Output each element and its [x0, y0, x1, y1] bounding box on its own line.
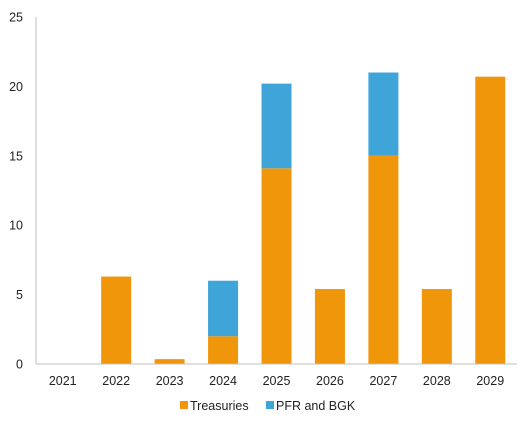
x-tick-label: 2022: [102, 374, 130, 388]
y-tick-label: 15: [9, 149, 23, 163]
x-tick-label: 2028: [423, 374, 451, 388]
x-tick-label: 2029: [476, 374, 504, 388]
bar-treasuries-2027: [368, 155, 399, 364]
bar-pfr-and-bgk-2027: [368, 72, 399, 156]
x-tick-label: 2026: [316, 374, 344, 388]
y-tick-label: 25: [9, 11, 23, 25]
bar-pfr-and-bgk-2025: [261, 83, 292, 169]
x-tick-label: 2025: [263, 374, 291, 388]
bar-treasuries-2022: [101, 276, 132, 364]
legend-swatch: [180, 401, 188, 409]
y-tick-label: 0: [16, 358, 23, 372]
x-tick-label: 2024: [209, 374, 237, 388]
x-axis: 2021 2022 2023 2024 2025 2026 2027 2028 2029: [36, 363, 517, 388]
y-axis: 0 5 10 15 20 25: [9, 11, 37, 372]
legend-swatch: [266, 401, 274, 409]
legend: Treasuries PFR and BGK: [180, 399, 356, 413]
bar-pfr-and-bgk-2024: [208, 280, 239, 337]
y-tick-label: 5: [16, 288, 23, 302]
y-tick-label: 10: [9, 219, 23, 233]
bar-treasuries-2029: [475, 76, 506, 365]
x-tick-label: 2023: [156, 374, 184, 388]
bar-treasuries-2025: [261, 168, 292, 364]
legend-label: Treasuries: [190, 399, 249, 413]
bar-treasuries-2024: [208, 336, 239, 364]
x-tick-label: 2027: [369, 374, 397, 388]
bar-treasuries-2028: [421, 289, 452, 364]
bar-treasuries-2023: [154, 359, 185, 364]
bar-treasuries-2026: [314, 289, 345, 364]
y-tick-label: 20: [9, 80, 23, 94]
bars: [101, 72, 506, 365]
x-tick-label: 2021: [49, 374, 77, 388]
legend-label: PFR and BGK: [276, 399, 356, 413]
